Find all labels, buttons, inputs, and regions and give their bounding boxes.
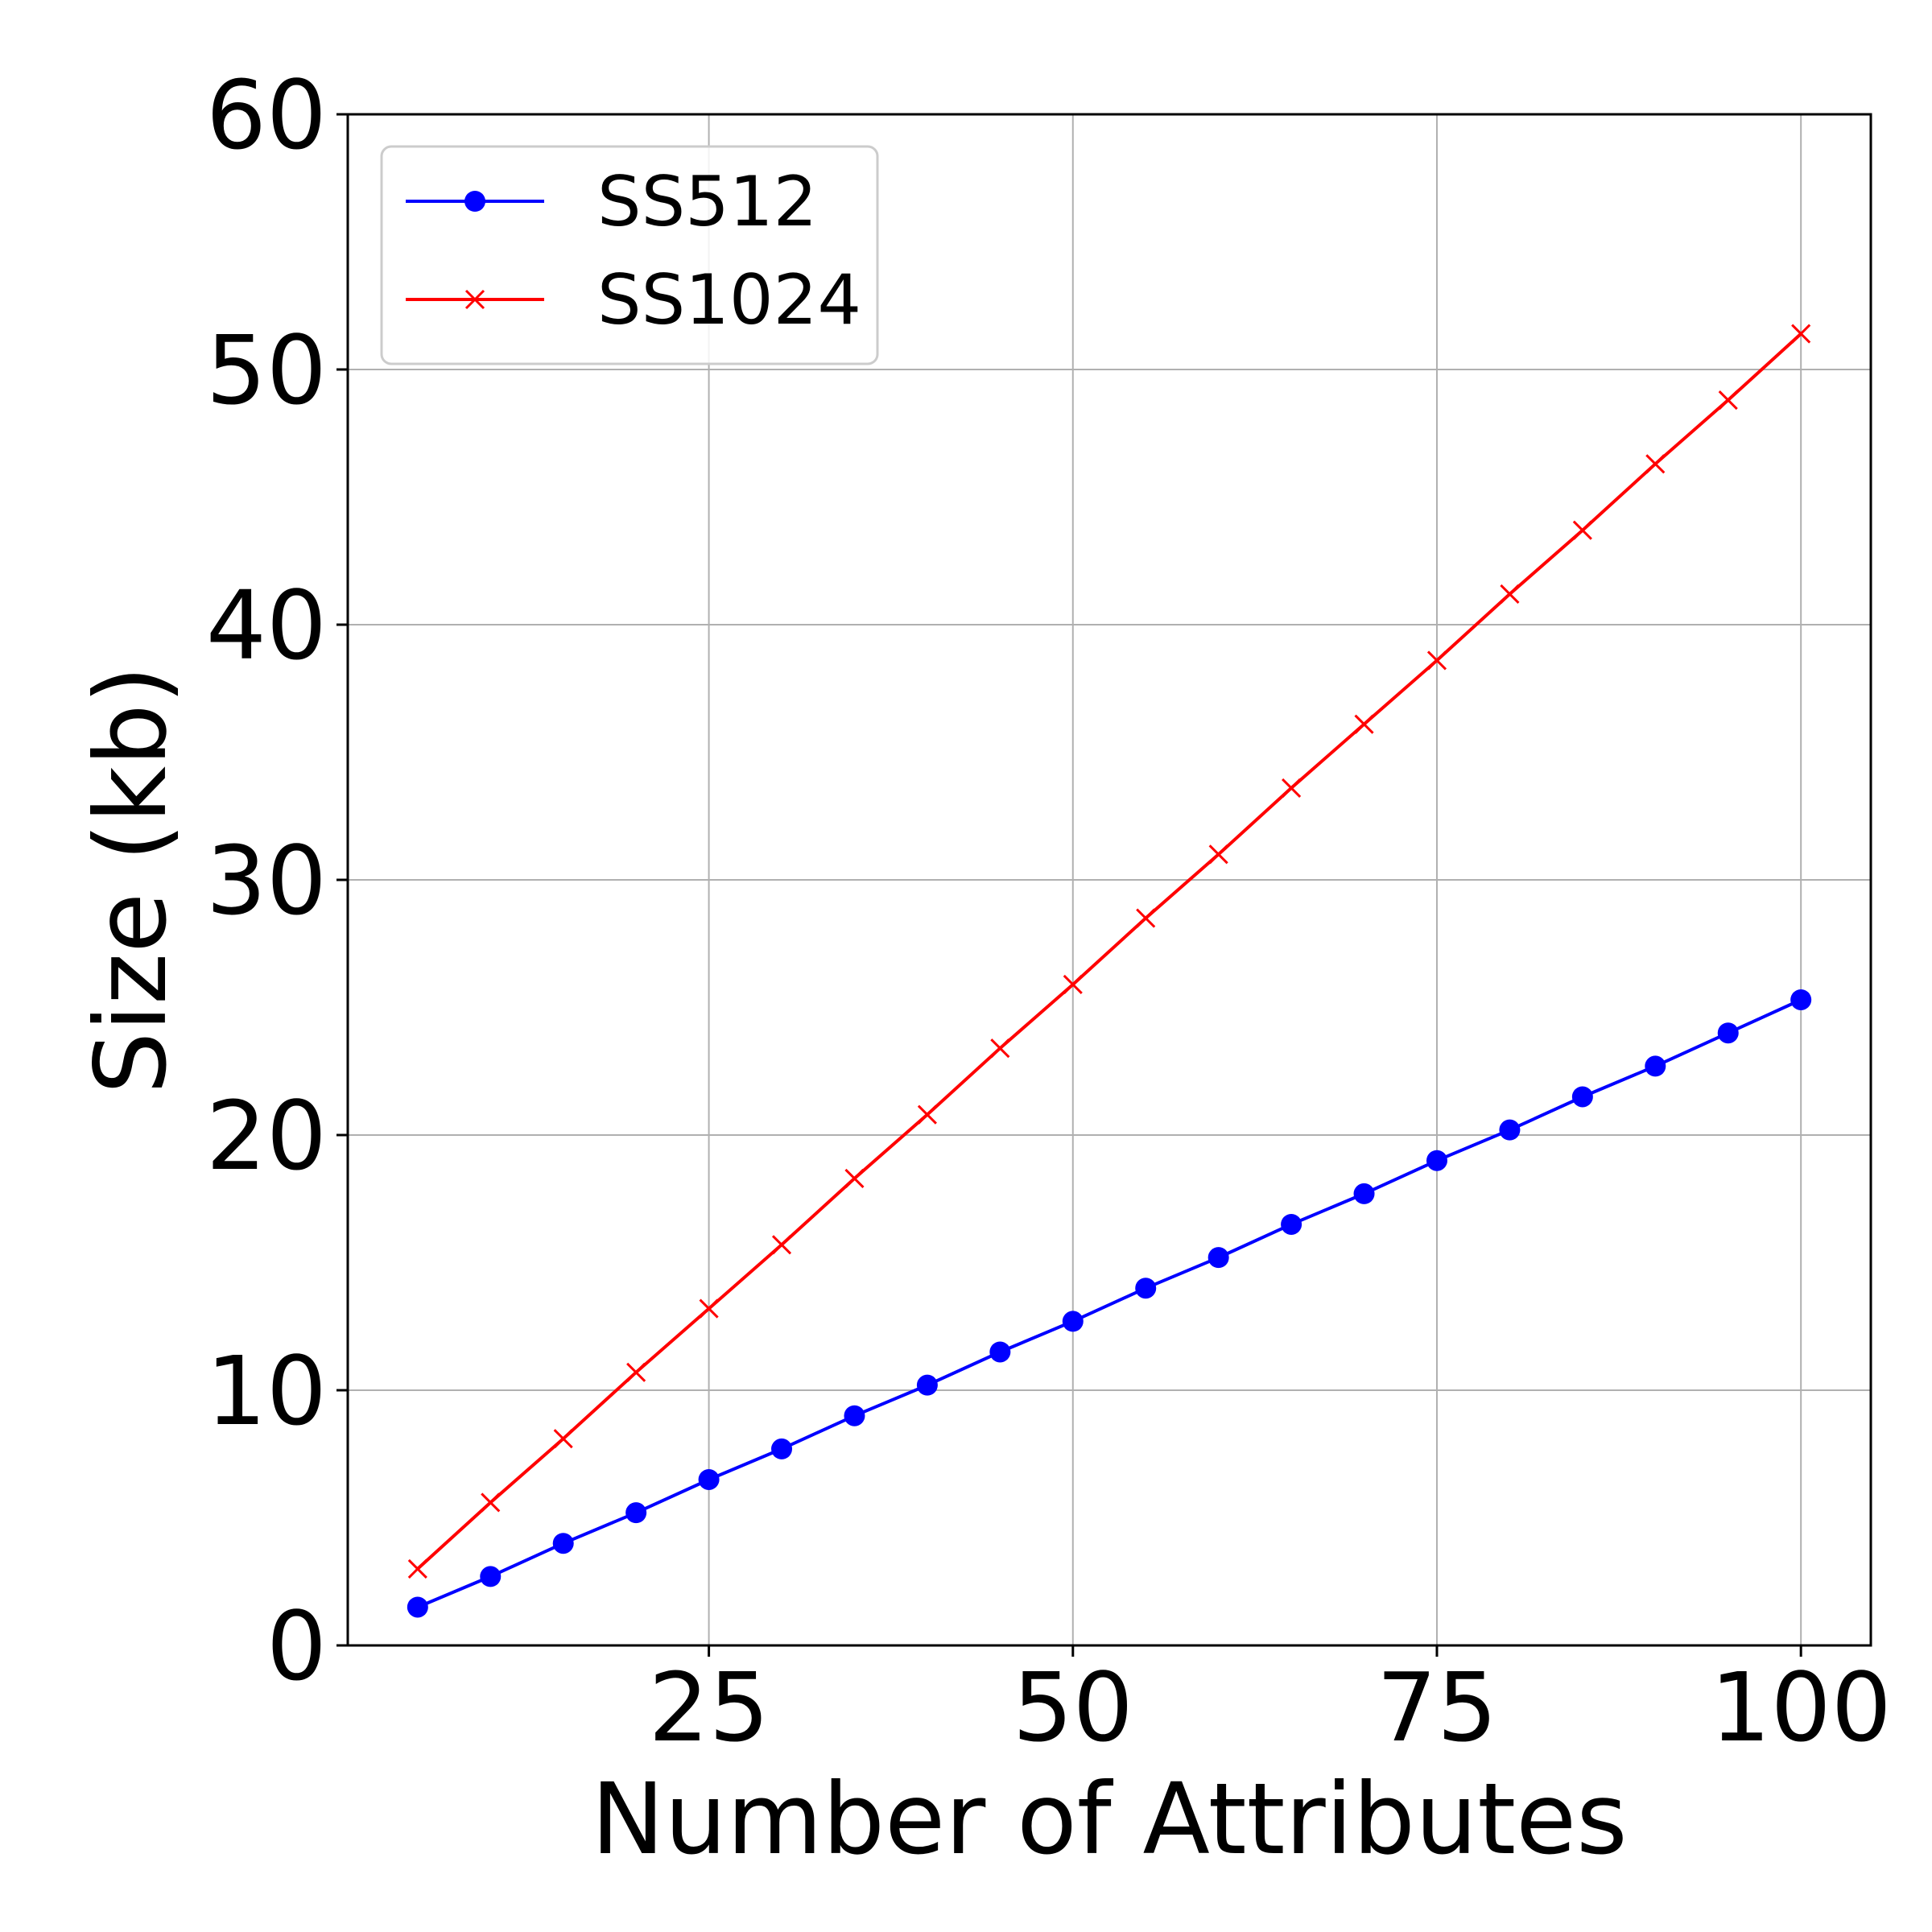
data-point (1571, 1086, 1593, 1108)
data-point (1717, 1022, 1739, 1044)
data-point (407, 1558, 427, 1579)
data-point (1426, 650, 1447, 671)
series-ss1024 (407, 324, 1811, 1579)
data-point (844, 1168, 865, 1188)
legend: SS512 SS1024 (380, 145, 879, 365)
y-axis-label: Size (kb) (74, 666, 188, 1095)
data-point (480, 1566, 502, 1587)
data-point (1791, 324, 1811, 344)
x-tick-label: 100 (1711, 1652, 1892, 1763)
data-point (626, 1362, 646, 1382)
x-tick-label: 50 (1013, 1652, 1133, 1763)
data-point (1135, 1278, 1157, 1299)
data-point (1354, 714, 1374, 734)
legend-marker (464, 191, 485, 212)
y-tick-label: 20 (206, 1080, 327, 1191)
y-tick-label: 10 (206, 1335, 327, 1447)
data-point (1208, 844, 1228, 865)
data-point (771, 1235, 792, 1255)
data-point (625, 1502, 647, 1524)
data-point (1282, 778, 1302, 798)
data-point (771, 1438, 793, 1459)
data-point (1572, 520, 1592, 540)
data-point (481, 1492, 501, 1513)
series-line (417, 998, 1802, 1609)
legend-label: SS1024 (597, 260, 861, 341)
x-tick-label: 25 (649, 1652, 770, 1763)
data-point (844, 1405, 865, 1426)
data-point (1645, 1055, 1666, 1077)
data-point (1718, 390, 1738, 411)
data-point (1063, 974, 1083, 995)
data-point (1426, 1150, 1447, 1171)
data-point (1208, 1247, 1229, 1269)
y-tick-label: 30 (206, 825, 327, 936)
legend-label: SS512 (597, 162, 817, 242)
data-point (989, 1341, 1011, 1363)
data-point (1353, 1183, 1375, 1204)
data-point (699, 1298, 719, 1319)
data-point (990, 1038, 1010, 1059)
data-point (553, 1429, 573, 1449)
y-tick-label: 50 (206, 315, 327, 426)
data-point (1500, 584, 1520, 605)
series-line (416, 332, 1802, 1571)
data-point (1790, 989, 1812, 1010)
legend-marker (464, 289, 485, 310)
data-point (552, 1533, 574, 1554)
data-point (917, 1104, 937, 1125)
data-point (1499, 1119, 1521, 1141)
data-point (1645, 454, 1666, 474)
series-ss512 (407, 989, 1812, 1618)
data-point (407, 1596, 428, 1618)
data-point (1062, 1311, 1084, 1332)
x-tick-label: 75 (1377, 1652, 1497, 1763)
data-point (916, 1374, 938, 1396)
series-layer (407, 324, 1812, 1618)
y-tick-label: 60 (206, 60, 327, 171)
axis-ticks: 25 50 75 100 0 10 20 30 40 50 60 (206, 60, 1892, 1763)
x-axis-label: Number of Attributes (591, 1762, 1628, 1876)
data-point (1281, 1213, 1302, 1235)
y-tick-label: 40 (206, 570, 327, 681)
data-point (698, 1468, 720, 1490)
data-point (1136, 908, 1156, 928)
y-tick-label: 0 (266, 1591, 327, 1702)
